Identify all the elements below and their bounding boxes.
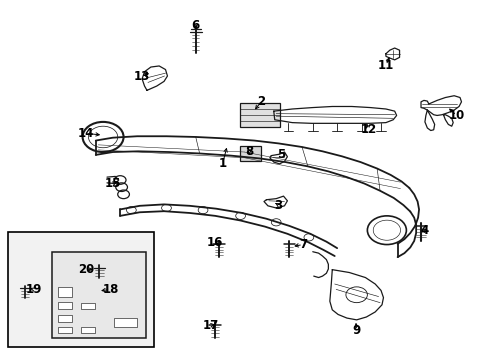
- Text: 18: 18: [102, 283, 119, 296]
- Bar: [8, 232, 154, 347]
- Text: 8: 8: [245, 145, 253, 158]
- Text: 12: 12: [360, 123, 376, 136]
- Bar: [58, 302, 72, 309]
- Text: 6: 6: [191, 19, 200, 32]
- Text: 5: 5: [276, 148, 285, 161]
- Text: 9: 9: [352, 324, 360, 337]
- Bar: [58, 315, 72, 321]
- Text: 15: 15: [104, 177, 121, 190]
- Text: 17: 17: [202, 319, 218, 332]
- Text: 7: 7: [298, 238, 306, 251]
- Bar: [114, 318, 137, 327]
- Bar: [52, 252, 145, 338]
- Text: 14: 14: [78, 127, 94, 140]
- Bar: [239, 103, 279, 127]
- Text: 11: 11: [377, 59, 393, 72]
- Text: 13: 13: [134, 69, 150, 82]
- Text: 16: 16: [206, 236, 223, 249]
- Bar: [81, 303, 95, 309]
- Text: 2: 2: [257, 95, 265, 108]
- Bar: [58, 327, 72, 333]
- Bar: [58, 287, 72, 297]
- FancyBboxPatch shape: [240, 146, 260, 161]
- Text: 1: 1: [218, 157, 226, 170]
- Text: 3: 3: [274, 199, 282, 212]
- Text: 4: 4: [420, 224, 428, 237]
- Bar: [81, 327, 95, 333]
- Text: 19: 19: [25, 283, 42, 296]
- Text: 20: 20: [78, 263, 94, 276]
- Text: 10: 10: [447, 109, 464, 122]
